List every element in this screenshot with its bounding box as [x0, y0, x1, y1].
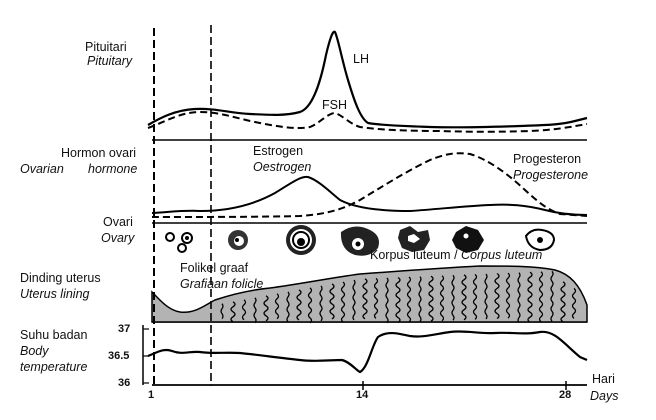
- uterine-gland: [484, 273, 488, 320]
- pituitary-label-en: Pituitary: [87, 54, 133, 68]
- uterine-gland: [451, 274, 455, 321]
- uterine-gland: [385, 277, 389, 324]
- uterine-gland: [340, 281, 346, 323]
- ovulation-follicle: [340, 226, 379, 256]
- uterine-gland: [571, 287, 577, 319]
- uterine-gland: [406, 276, 412, 323]
- corpus-luteum-early: [398, 226, 430, 252]
- temp-tick-label-36-5: 36.5: [108, 350, 130, 362]
- uterine-gland: [296, 289, 302, 321]
- uterine-gland: [550, 270, 554, 322]
- ovarian-hormone-label-en-2: hormone: [88, 162, 138, 176]
- uterine-gland: [362, 278, 368, 320]
- uterine-gland: [274, 293, 280, 320]
- uterine-gland: [538, 271, 544, 323]
- body-temperature-label-en-1: Body: [20, 344, 49, 358]
- uterine-gland: [418, 276, 422, 323]
- uterine-gland: [220, 303, 224, 320]
- progesterone-label-en: Progesterone: [513, 168, 589, 182]
- follicle-primary: [165, 232, 193, 253]
- uterus-lining-band: [151, 265, 588, 323]
- lh-label: LH: [353, 52, 369, 66]
- progesterone-curve: [151, 152, 588, 218]
- corpus-luteum-label-en: Corpus luteum: [461, 248, 543, 262]
- ovary-label: Ovari: [103, 215, 133, 229]
- pituitary-label: Pituitari: [85, 40, 127, 54]
- uterine-gland: [527, 271, 533, 323]
- graafian-follicle-label: Folikel graaf: [180, 261, 249, 275]
- x-axis-label: Hari: [592, 372, 615, 386]
- uterine-gland: [352, 279, 356, 321]
- x-tick-label-28: 28: [559, 389, 572, 401]
- estrogen-curve: [151, 175, 588, 216]
- corpus-albicans: [524, 228, 556, 252]
- uterine-gland: [230, 301, 236, 323]
- uterine-gland: [428, 275, 434, 322]
- corpus-luteum-mature: [452, 226, 484, 253]
- ovary-label-en: Ovary: [101, 231, 135, 245]
- ovarian-hormone-label: Hormon ovari: [61, 146, 137, 160]
- uterine-glands: [220, 270, 577, 324]
- uterine-gland: [494, 272, 500, 320]
- x-axis-label-en: Days: [590, 389, 619, 403]
- estrogen-label-en: Oestrogen: [253, 160, 312, 174]
- corpus-luteum-label-text: Korpus luteum /: [370, 248, 462, 262]
- temp-tick-label-37: 37: [118, 323, 131, 335]
- fsh-curve: [147, 110, 588, 133]
- follicle-secondary: [228, 230, 248, 250]
- uterine-gland: [263, 295, 269, 322]
- temp-tick-label-36: 36: [118, 377, 131, 389]
- follicle-graafian: [286, 225, 316, 255]
- body-temperature-curve: [147, 330, 588, 374]
- uterine-gland: [319, 285, 323, 322]
- uterine-gland: [253, 297, 257, 324]
- uterine-gland: [472, 273, 478, 320]
- uterine-gland: [517, 272, 521, 324]
- uterine-gland: [307, 287, 313, 324]
- uterine-gland: [241, 299, 247, 321]
- uterine-gland: [373, 277, 379, 319]
- uterine-gland: [286, 291, 290, 323]
- uterine-gland: [329, 283, 335, 320]
- corpus-luteum-label: Korpus luteum / Corpus luteum: [370, 248, 542, 263]
- body-temperature-label-en-2: temperature: [20, 360, 88, 374]
- uterus-lining-label: Dinding uterus: [20, 271, 101, 285]
- body-temperature-label: Suhu badan: [20, 328, 88, 342]
- graafian-follicle-label-en: Grafiaan folicle: [180, 277, 264, 291]
- x-tick-label-14: 14: [356, 389, 369, 401]
- uterine-gland: [505, 272, 511, 319]
- uterine-gland: [560, 281, 566, 323]
- uterus-lining-label-en: Uterus lining: [20, 287, 90, 301]
- lh-curve: [147, 30, 588, 129]
- x-tick-label-1: 1: [148, 389, 155, 401]
- fsh-label: FSH: [322, 98, 347, 112]
- progesterone-label: Progesteron: [513, 152, 582, 166]
- uterine-gland: [461, 274, 467, 321]
- uterine-gland: [439, 275, 445, 322]
- estrogen-label: Estrogen: [253, 144, 304, 158]
- ovarian-hormone-label-en-1: Ovarian: [20, 162, 64, 176]
- uterine-gland: [395, 276, 401, 324]
